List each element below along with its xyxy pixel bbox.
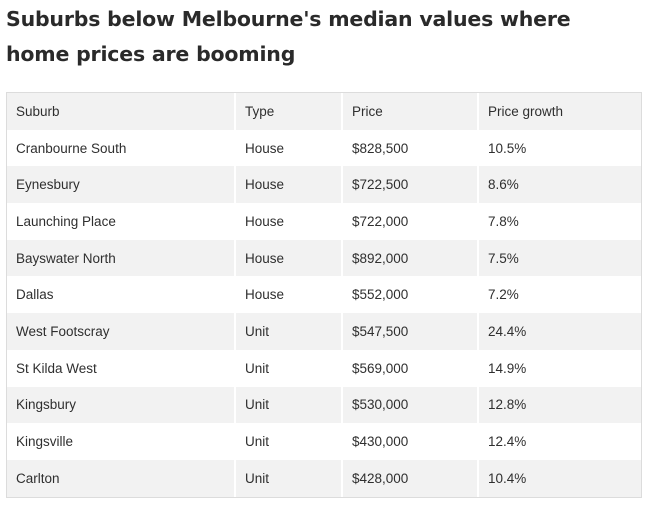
cell-price-growth: 7.8% (478, 203, 641, 240)
cell-price-growth: 7.5% (478, 239, 641, 277)
cell-type: Unit (235, 459, 343, 497)
table-row: West Footscray Unit $547,500 24.4% (7, 313, 641, 350)
table-row: Launching Place House $722,000 7.8% (7, 203, 641, 240)
suburb-price-table: Suburb Type Price Price growth Cranbourn… (7, 93, 641, 497)
cell-type: House (235, 276, 343, 314)
cell-price-growth: 12.4% (478, 423, 641, 460)
data-table-container: Suburb Type Price Price growth Cranbourn… (6, 92, 642, 498)
cell-suburb: West Footscray (7, 313, 236, 350)
column-header-price-growth: Price growth (478, 93, 641, 130)
cell-price: $569,000 (342, 349, 479, 387)
table-row: Bayswater North House $892,000 7.5% (7, 239, 641, 277)
cell-suburb: Launching Place (7, 203, 236, 240)
table-row: Eynesbury House $722,500 8.6% (7, 166, 641, 204)
cell-price-growth: 7.2% (478, 276, 641, 314)
cell-type: House (235, 129, 343, 167)
cell-price: $552,000 (342, 276, 479, 314)
cell-suburb: Dallas (7, 276, 236, 314)
cell-type: House (235, 166, 343, 204)
table-row: Cranbourne South House $828,500 10.5% (7, 129, 641, 167)
cell-suburb: St Kilda West (7, 349, 236, 387)
cell-type: House (235, 239, 343, 277)
cell-price: $430,000 (342, 423, 479, 460)
table-row: Carlton Unit $428,000 10.4% (7, 459, 641, 497)
cell-price: $892,000 (342, 239, 479, 277)
cell-price: $530,000 (342, 386, 479, 424)
page-title: Suburbs below Melbourne's median values … (6, 7, 571, 66)
header-row: Suburb Type Price Price growth (7, 93, 641, 130)
cell-price: $722,500 (342, 166, 479, 204)
column-header-price: Price (342, 93, 479, 130)
cell-price: $722,000 (342, 203, 479, 240)
cell-suburb: Eynesbury (7, 166, 236, 204)
cell-suburb: Bayswater North (7, 239, 236, 277)
cell-price: $828,500 (342, 129, 479, 167)
cell-price-growth: 10.5% (478, 129, 641, 167)
cell-price-growth: 24.4% (478, 313, 641, 350)
cell-type: House (235, 203, 343, 240)
cell-type: Unit (235, 313, 343, 350)
table-row: Kingsville Unit $430,000 12.4% (7, 423, 641, 460)
cell-type: Unit (235, 349, 343, 387)
column-header-type: Type (235, 93, 343, 130)
cell-price-growth: 10.4% (478, 459, 641, 497)
table-header: Suburb Type Price Price growth (7, 93, 641, 130)
table-row: Dallas House $552,000 7.2% (7, 276, 641, 314)
cell-suburb: Carlton (7, 459, 236, 497)
cell-suburb: Kingsville (7, 423, 236, 460)
cell-price: $547,500 (342, 313, 479, 350)
cell-price-growth: 8.6% (478, 166, 641, 204)
cell-suburb: Kingsbury (7, 386, 236, 424)
column-header-suburb: Suburb (7, 93, 236, 130)
cell-suburb: Cranbourne South (7, 129, 236, 167)
cell-type: Unit (235, 386, 343, 424)
table-body: Cranbourne South House $828,500 10.5% Ey… (7, 129, 641, 497)
table-row: Kingsbury Unit $530,000 12.8% (7, 386, 641, 424)
cell-price-growth: 12.8% (478, 386, 641, 424)
cell-price: $428,000 (342, 459, 479, 497)
cell-type: Unit (235, 423, 343, 460)
cell-price-growth: 14.9% (478, 349, 641, 387)
table-row: St Kilda West Unit $569,000 14.9% (7, 349, 641, 387)
